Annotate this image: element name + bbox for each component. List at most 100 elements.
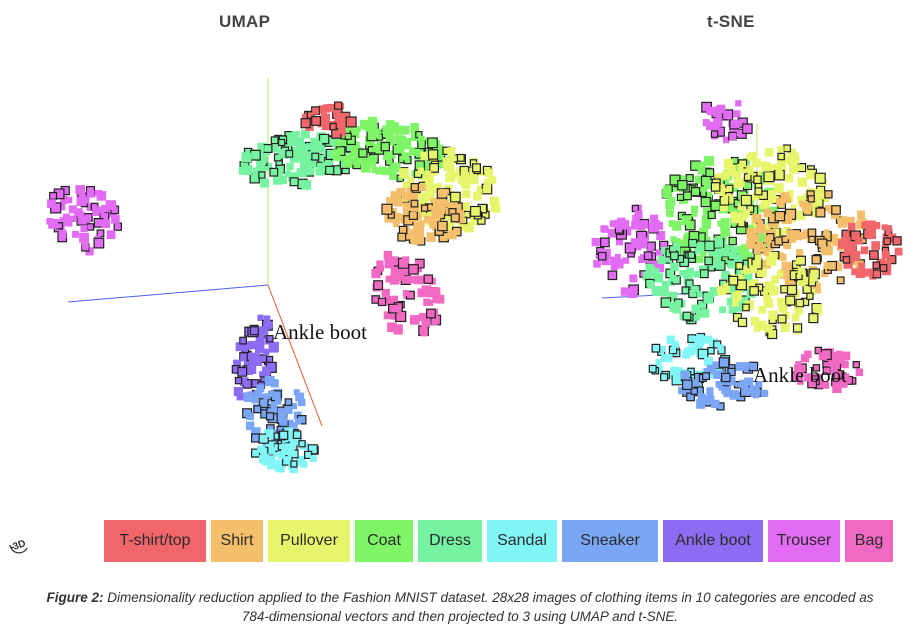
legend-item-sneaker[interactable]: Sneaker <box>562 520 658 562</box>
image-point <box>466 167 473 174</box>
image-point <box>701 218 711 228</box>
image-point <box>761 389 769 397</box>
image-point <box>820 246 830 256</box>
image-point <box>687 334 697 343</box>
image-point <box>700 250 707 257</box>
image-point <box>728 236 737 246</box>
image-point <box>704 156 714 167</box>
view-3d-toggle[interactable]: 3D <box>8 534 30 556</box>
legend-item-coat[interactable]: Coat <box>355 520 413 562</box>
image-point <box>399 168 409 178</box>
image-point <box>255 334 265 344</box>
image-point <box>77 211 85 219</box>
image-point <box>460 223 469 231</box>
image-point <box>784 276 794 286</box>
legend-item-trouser[interactable]: Trouser <box>768 520 840 562</box>
image-point <box>775 169 783 177</box>
image-point <box>887 255 897 265</box>
legend-item-shirt[interactable]: Shirt <box>211 520 263 562</box>
image-point <box>887 233 897 242</box>
image-point <box>744 377 754 387</box>
image-point <box>391 295 399 303</box>
image-point <box>267 459 278 470</box>
image-point <box>797 267 805 275</box>
figure-caption: Figure 2: Dimensionality reduction appli… <box>40 588 880 626</box>
image-point <box>654 262 665 273</box>
image-point <box>795 298 805 308</box>
image-point <box>402 181 412 191</box>
legend-item-bag[interactable]: Bag <box>845 520 893 562</box>
image-point <box>702 372 710 381</box>
image-point <box>645 263 653 272</box>
image-point <box>249 326 259 336</box>
image-point <box>813 304 823 313</box>
image-point <box>763 294 772 303</box>
image-point <box>721 171 730 180</box>
image-point <box>396 187 406 197</box>
image-point <box>393 125 404 135</box>
image-point <box>785 174 794 183</box>
image-point <box>866 229 876 239</box>
image-point <box>836 276 845 285</box>
image-point <box>386 297 395 306</box>
image-point <box>424 170 432 178</box>
image-point <box>101 219 111 229</box>
image-point <box>704 356 713 366</box>
image-point <box>737 299 747 308</box>
image-point <box>737 203 746 211</box>
image-point <box>765 224 773 232</box>
legend-item-dress[interactable]: Dress <box>418 520 482 562</box>
legend-item-ankle-boot[interactable]: Ankle boot <box>663 520 763 562</box>
image-point <box>666 209 674 218</box>
image-point <box>700 308 710 318</box>
image-point <box>401 152 410 161</box>
legend-item-sandal[interactable]: Sandal <box>487 520 557 562</box>
image-point <box>92 190 99 197</box>
image-point <box>262 457 271 466</box>
image-point <box>704 240 715 252</box>
caption-text: Dimensionality reduction applied to the … <box>103 590 874 624</box>
image-point <box>703 368 711 375</box>
image-point <box>307 444 318 455</box>
tsne-scatter-plot[interactable] <box>560 40 919 510</box>
legend-item-t-shirt-top[interactable]: T-shirt/top <box>104 520 206 562</box>
image-point <box>402 290 409 297</box>
image-point <box>622 257 630 264</box>
image-point <box>93 237 105 249</box>
image-point <box>838 239 848 249</box>
image-point <box>737 163 744 171</box>
image-point <box>278 175 287 185</box>
image-point <box>851 268 859 276</box>
image-point <box>301 129 310 139</box>
image-point <box>795 231 804 241</box>
image-point <box>731 119 740 129</box>
image-point <box>392 122 399 129</box>
image-point <box>855 236 863 245</box>
image-point <box>750 279 760 289</box>
image-point <box>317 162 325 171</box>
image-point <box>101 204 109 213</box>
image-point <box>708 291 715 298</box>
image-point <box>706 387 714 395</box>
image-point <box>892 236 902 246</box>
image-point <box>734 254 743 263</box>
image-point <box>778 304 787 313</box>
image-point <box>387 165 397 175</box>
image-point <box>243 360 252 369</box>
image-point <box>79 232 89 243</box>
image-point <box>410 123 419 132</box>
umap-scatter-plot[interactable] <box>0 40 520 510</box>
image-point <box>658 286 669 297</box>
image-point <box>600 225 608 233</box>
image-point <box>427 137 438 149</box>
image-point <box>667 291 678 301</box>
image-point <box>718 357 730 368</box>
image-point <box>858 262 866 270</box>
legend-item-pullover[interactable]: Pullover <box>268 520 350 562</box>
image-point <box>733 110 741 118</box>
image-point <box>683 234 692 244</box>
image-point <box>69 215 76 222</box>
image-point <box>797 378 804 385</box>
image-point <box>257 314 264 321</box>
image-point <box>776 197 785 207</box>
